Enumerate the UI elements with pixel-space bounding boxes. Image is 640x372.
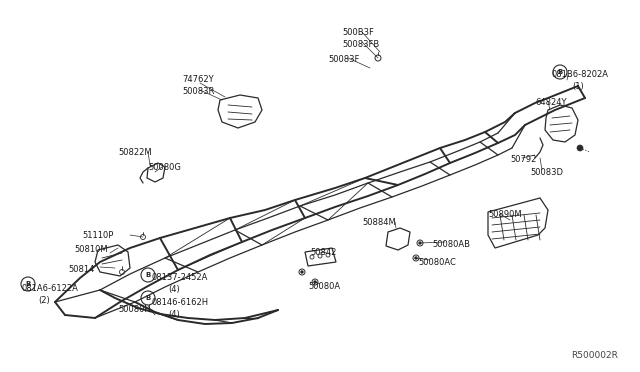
Text: R500002R: R500002R: [571, 351, 618, 360]
Text: 081B6-8202A: 081B6-8202A: [552, 70, 609, 79]
Text: 50083FB: 50083FB: [342, 40, 380, 49]
Text: 50083F: 50083F: [328, 55, 360, 64]
Text: 08137-2452A: 08137-2452A: [152, 273, 209, 282]
Text: (4): (4): [168, 285, 180, 294]
Text: 50884M: 50884M: [362, 218, 396, 227]
Text: 500B3F: 500B3F: [342, 28, 374, 37]
Text: 50890M: 50890M: [488, 210, 522, 219]
Text: 64824Y: 64824Y: [535, 98, 566, 107]
Text: (1): (1): [572, 82, 584, 91]
Text: 50814: 50814: [68, 265, 94, 274]
Circle shape: [415, 257, 417, 259]
Text: 74762Y: 74762Y: [182, 75, 214, 84]
Text: 50822M: 50822M: [118, 148, 152, 157]
Text: B: B: [557, 69, 563, 75]
Text: (4): (4): [168, 310, 180, 319]
Text: 081A6-6122A: 081A6-6122A: [22, 284, 79, 293]
Text: 50080G: 50080G: [148, 163, 181, 172]
Text: 50080A: 50080A: [308, 282, 340, 291]
Text: 50792: 50792: [510, 155, 536, 164]
Circle shape: [577, 145, 583, 151]
Text: 50083R: 50083R: [182, 87, 214, 96]
Text: (2): (2): [38, 296, 50, 305]
Text: 50810M: 50810M: [74, 245, 108, 254]
Text: 50083D: 50083D: [530, 168, 563, 177]
Circle shape: [314, 281, 316, 283]
Text: 50842: 50842: [310, 248, 337, 257]
Text: 50080H: 50080H: [118, 305, 151, 314]
Text: 50080AB: 50080AB: [432, 240, 470, 249]
Text: B: B: [145, 295, 150, 301]
Text: 50080AC: 50080AC: [418, 258, 456, 267]
Text: B: B: [145, 272, 150, 278]
Text: B: B: [26, 281, 31, 287]
Circle shape: [301, 271, 303, 273]
Text: 08146-6162H: 08146-6162H: [152, 298, 209, 307]
Text: 51110P: 51110P: [82, 231, 113, 240]
Circle shape: [419, 242, 421, 244]
